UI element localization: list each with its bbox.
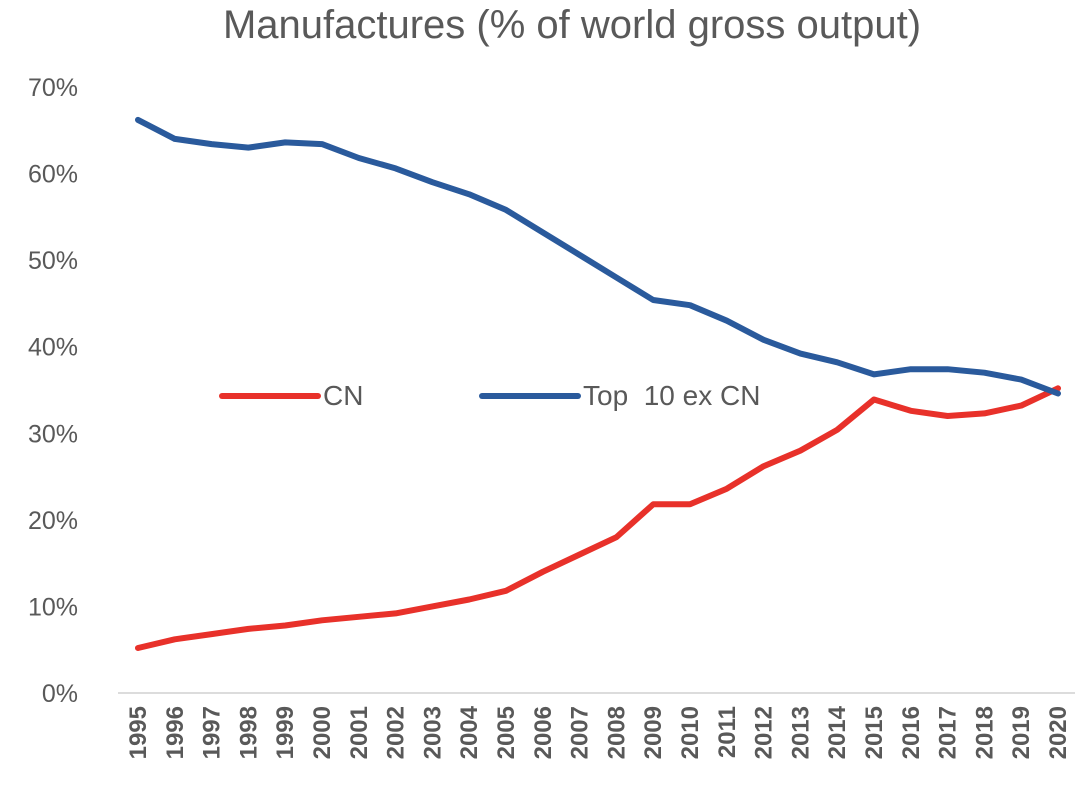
x-tick-label: 2012 [751,706,778,759]
x-tick-label: 1999 [272,706,299,759]
data-point-cn [540,569,546,575]
x-tick-label: 1995 [125,706,152,759]
x-tick-label: 2015 [861,706,888,759]
data-point-cn [319,617,325,623]
data-point-cn [761,463,767,469]
data-point-top-10-ex-cn [1055,391,1061,396]
y-tick-label: 30% [28,420,78,448]
legend: CN Top 10 ex CN [219,380,760,411]
legend-label-cn: CN [323,380,363,411]
x-tick-label: 2000 [309,706,336,759]
data-point-cn [393,610,399,616]
y-tick-label: 60% [28,161,78,189]
data-point-cn [797,448,803,454]
data-point-top-10-ex-cn [981,370,987,376]
data-point-top-10-ex-cn [613,275,619,280]
x-tick-label: 2013 [787,706,814,759]
series-line-top-10-ex-cn [135,116,1061,397]
x-tick-label: 2011 [714,706,741,758]
x-tick-label: 2003 [419,706,446,759]
y-tick-label: 40% [28,334,78,362]
x-tick-label: 2019 [1008,706,1035,759]
data-point-cn [209,631,215,637]
data-point-cn [981,410,987,416]
data-point-cn [834,427,840,433]
x-axis-ticks: 1995 1996 1997 1998 1999 2000 2001 2002 2003 2004… [125,705,1072,759]
data-point-cn [945,413,951,419]
data-point-top-10-ex-cn [871,371,877,377]
data-point-cn [172,636,178,642]
data-point-cn [613,534,619,540]
x-tick-label: 2018 [971,706,998,759]
data-point-top-10-ex-cn [466,191,472,197]
x-tick-label: 2006 [530,706,557,759]
data-point-cn [1055,385,1061,391]
data-point-cn [282,623,288,628]
x-tick-label: 2014 [824,705,851,759]
y-axis-ticks: 0% 10% 20% 30% 40% 50% 60% 70% [28,74,78,708]
data-point-top-10-ex-cn [577,252,583,258]
data-point-cn [356,614,362,620]
series-line-cn [135,385,1061,651]
data-point-cn [135,645,141,651]
data-point-cn [908,408,914,414]
data-point-cn [245,626,251,632]
x-tick-label: 2002 [383,706,410,759]
series-lines [135,116,1061,651]
y-tick-label: 10% [28,593,78,621]
data-point-top-10-ex-cn [172,136,178,142]
x-tick-label: 2010 [677,706,704,759]
x-tick-label: 1997 [199,706,226,759]
data-point-top-10-ex-cn [282,139,288,145]
data-point-top-10-ex-cn [135,117,141,123]
y-tick-label: 70% [28,74,78,102]
data-point-top-10-ex-cn [908,366,914,372]
data-point-top-10-ex-cn [1018,377,1024,383]
x-tick-label: 2005 [493,706,520,759]
data-point-cn [429,603,435,609]
data-point-top-10-ex-cn [797,351,803,357]
x-tick-label: 2004 [456,705,483,759]
data-point-cn [724,486,730,492]
data-point-top-10-ex-cn [393,165,399,171]
x-tick-label: 2009 [640,706,667,759]
data-point-top-10-ex-cn [834,359,840,365]
y-tick-label: 50% [28,247,78,275]
chart-title: Manufactures (% of world gross output) [223,3,921,47]
data-point-cn [577,552,583,557]
x-tick-label: 2007 [567,706,594,759]
data-point-top-10-ex-cn [724,318,730,324]
x-tick-label: 2008 [603,706,630,759]
data-point-cn [871,397,877,402]
x-tick-label: 1998 [235,706,262,759]
x-tick-label: 2020 [1045,706,1072,759]
data-point-cn [1018,403,1024,409]
x-tick-label: 2001 [346,706,373,759]
data-point-top-10-ex-cn [687,302,693,308]
x-tick-label: 2017 [935,706,962,759]
data-point-top-10-ex-cn [429,179,435,185]
x-tick-label: 1996 [162,706,189,759]
data-point-top-10-ex-cn [503,207,509,213]
data-point-top-10-ex-cn [761,337,767,343]
data-point-top-10-ex-cn [945,366,951,372]
y-tick-label: 0% [42,680,78,708]
data-point-top-10-ex-cn [540,229,546,235]
data-point-top-10-ex-cn [319,141,325,147]
data-point-top-10-ex-cn [356,155,362,161]
data-point-cn [650,501,656,507]
data-point-top-10-ex-cn [245,145,251,151]
data-point-top-10-ex-cn [209,141,215,147]
data-point-cn [503,588,509,594]
data-point-top-10-ex-cn [650,297,656,303]
legend-label-top10: Top 10 ex CN [583,380,760,411]
y-tick-label: 20% [28,507,78,535]
data-point-cn [687,501,693,507]
x-tick-label: 2016 [898,706,925,759]
data-point-cn [466,597,472,602]
